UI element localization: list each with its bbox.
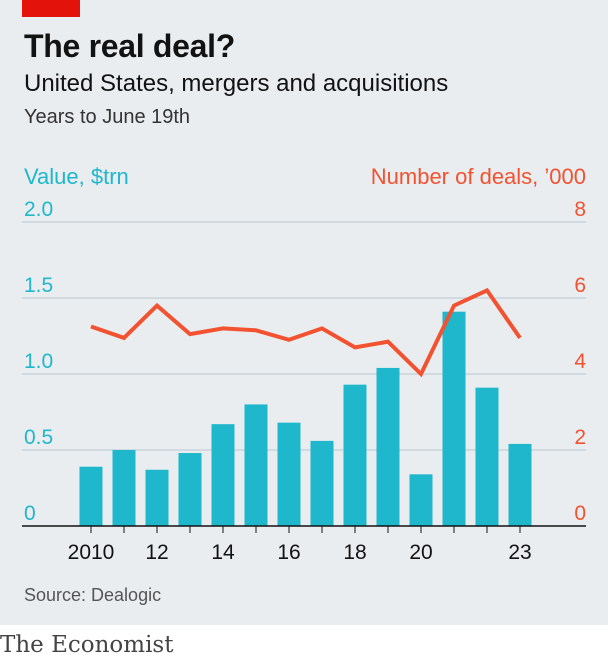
bar-2017 xyxy=(310,440,334,526)
left-tick-label: 0.5 xyxy=(24,426,53,449)
publisher-name: The Economist xyxy=(0,632,174,658)
left-tick-label: 1.5 xyxy=(24,274,53,297)
bar-2013 xyxy=(178,453,202,526)
bar-2014 xyxy=(211,424,235,526)
x-tick-label: 20 xyxy=(409,541,432,564)
left-tick-label: 2.0 xyxy=(24,198,53,221)
dual-axis-chart: 0 0.5 1.0 1.5 2.0 0 2 4 6 8 2010 12 14 16 18 20 23 xyxy=(22,198,586,564)
x-tick-label: 12 xyxy=(145,541,168,564)
bar-2018 xyxy=(343,384,367,526)
bar-2012 xyxy=(145,469,169,526)
bar-2023 xyxy=(508,443,532,526)
bar-2015 xyxy=(244,404,268,526)
right-tick-label: 2 xyxy=(574,426,586,449)
right-tick-label: 0 xyxy=(574,502,586,525)
source-note: Source: Dealogic xyxy=(24,585,162,605)
deals-line xyxy=(90,287,522,378)
x-tick-label: 2010 xyxy=(68,541,115,564)
right-tick-label: 6 xyxy=(574,274,586,297)
x-tick-label: 16 xyxy=(277,541,300,564)
left-tick-label: 1.0 xyxy=(24,350,53,373)
bar-2020 xyxy=(409,474,433,526)
bar-2010 xyxy=(79,466,103,526)
x-tick-label: 14 xyxy=(211,541,235,564)
right-axis-label: Number of deals, ’000 xyxy=(370,164,586,189)
bar-2011 xyxy=(112,450,136,526)
chart-title: The real deal? xyxy=(24,28,235,64)
chart-period: Years to June 19th xyxy=(24,106,191,128)
brand-tag xyxy=(22,0,80,17)
x-tick-label: 23 xyxy=(508,541,531,564)
bar-2016 xyxy=(277,422,301,526)
right-tick-label: 8 xyxy=(574,198,586,221)
bar-2022 xyxy=(475,387,499,526)
left-axis-label: Value, $trn xyxy=(24,164,129,189)
left-tick-label: 0 xyxy=(24,502,36,525)
bar-2021 xyxy=(442,311,466,526)
bar-2019 xyxy=(376,367,400,526)
x-tick-label: 18 xyxy=(343,541,366,564)
chart-subtitle: United States, mergers and acquisitions xyxy=(24,70,449,97)
right-tick-label: 4 xyxy=(574,350,586,373)
